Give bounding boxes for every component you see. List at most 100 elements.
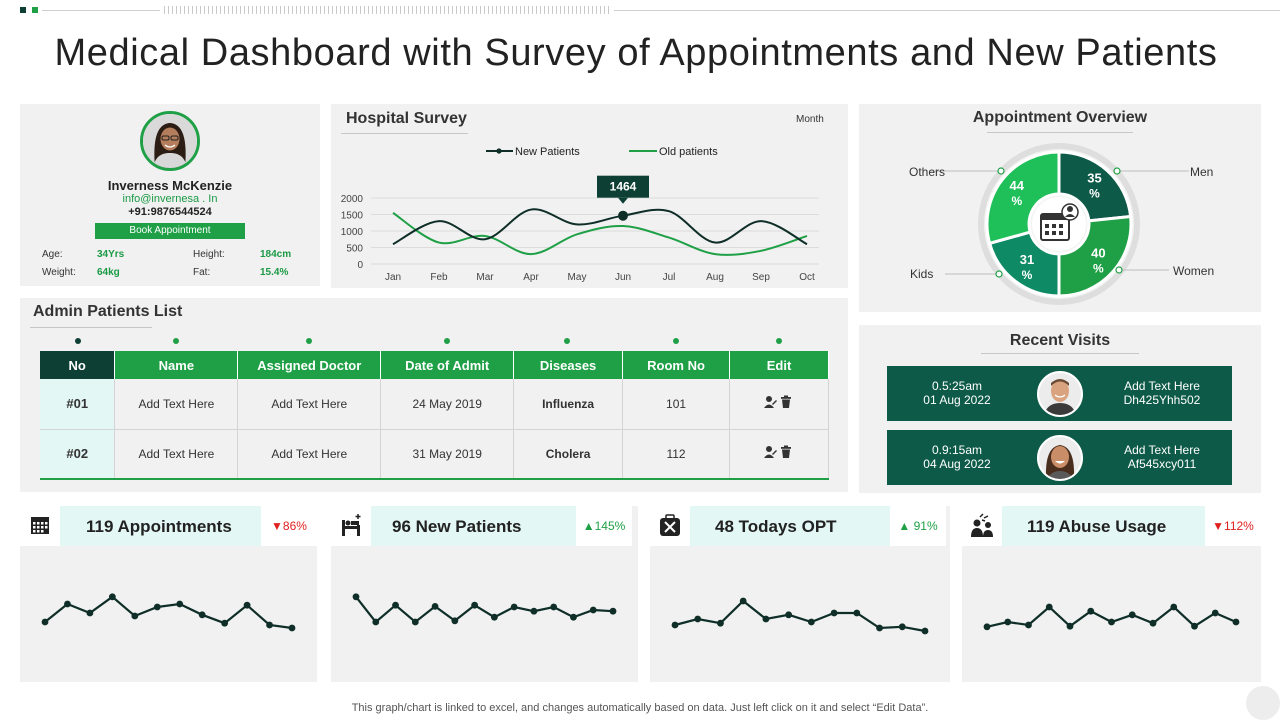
sparkline-point <box>431 603 439 610</box>
sparkline-point <box>853 609 861 617</box>
donut-slices <box>985 150 1133 298</box>
legend-new-marker <box>496 148 502 154</box>
callout-kids-dot <box>995 270 1003 278</box>
visit-date: 04 Aug 2022 <box>923 457 991 471</box>
sparkline-point <box>1232 618 1240 626</box>
cell-room: 112 <box>622 429 730 480</box>
sparkline-new-patients <box>352 593 617 626</box>
header-name[interactable]: Name <box>114 351 239 379</box>
sparkline-point <box>392 601 399 609</box>
callout-others-dot <box>997 167 1005 175</box>
sparkline-point <box>176 600 184 608</box>
sparkline-point <box>785 611 793 619</box>
delete-icon[interactable] <box>781 395 791 409</box>
annotation-tail <box>618 197 628 204</box>
down-arrow-icon: ▼ <box>271 519 283 533</box>
kpi-change-value: 112% <box>1224 519 1254 533</box>
table-row[interactable]: #01 Add Text Here Add Text Here 24 May 2… <box>40 379 829 430</box>
admin-patients-table: No Name Assigned Doctor Date of Admit Di… <box>40 351 829 480</box>
sparkline-point <box>1087 607 1095 615</box>
kpi-header <box>331 506 576 546</box>
hospital-bed-icon <box>342 514 361 536</box>
sparkline-point <box>530 607 538 615</box>
sparkline-point <box>1170 603 1178 611</box>
x-tick-label: Jan <box>385 272 401 283</box>
up-arrow-icon: ▲ <box>898 519 911 533</box>
donut-slice-men[interactable] <box>1057 150 1133 223</box>
table-header-row: No Name Assigned Doctor Date of Admit Di… <box>40 351 829 379</box>
x-tick-label: Mar <box>476 272 494 283</box>
delete-icon[interactable] <box>781 445 791 459</box>
kpi-change-value: 86% <box>282 519 307 533</box>
visit-time: 0.9:15am <box>931 443 983 457</box>
header-diseases[interactable]: Diseases <box>513 351 624 379</box>
header-doctor[interactable]: Assigned Doctor <box>237 351 382 379</box>
recent-title: Recent Visits <box>1009 332 1111 349</box>
cell-disease: Influenza <box>513 379 624 430</box>
slice-unit: % <box>1089 187 1100 201</box>
sparkline-point <box>807 618 815 626</box>
header-room[interactable]: Room No <box>622 351 730 379</box>
profile-avatar[interactable] <box>140 111 200 171</box>
donut-slice-others[interactable] <box>985 150 1061 246</box>
edit-user-icon[interactable] <box>764 446 777 459</box>
edit-user-icon[interactable] <box>764 396 777 409</box>
donut-callouts: Others Men Kids Women <box>909 165 1214 281</box>
annotation-marker[interactable] <box>618 210 628 221</box>
cell-date: 31 May 2019 <box>380 429 515 480</box>
header-no[interactable]: No <box>40 351 116 379</box>
visit-avatar <box>1037 435 1083 481</box>
profile-card: Inverness McKenzie info@invernesa . In +… <box>20 104 320 286</box>
footer-note: This graph/chart is linked to excel, and… <box>351 702 929 714</box>
marker-doctor <box>306 338 312 344</box>
top-decoration <box>0 0 1280 14</box>
column-markers <box>75 338 782 344</box>
kpi-card-todays-opt: 48 Todays OPT ▲ 91% <box>650 506 950 682</box>
header-date[interactable]: Date of Admit <box>380 351 515 379</box>
deco-square-green <box>32 7 38 13</box>
sparkline-point <box>153 603 161 611</box>
sparkline-point <box>64 600 71 608</box>
visit-card[interactable]: 0.9:15am 04 Aug 2022 Add Text Here Af545… <box>887 430 1232 485</box>
weight-label: Weight: <box>42 267 76 278</box>
legend-new-label: New Patients <box>515 146 580 158</box>
sparkline-appointments <box>41 593 296 632</box>
x-tick-label: Jun <box>615 272 631 283</box>
book-appointment-button[interactable]: Book Appointment <box>95 223 245 239</box>
visit-time-block: 0.9:15am 04 Aug 2022 <box>887 443 1027 471</box>
sparkline-point <box>589 606 597 614</box>
sparkline-point <box>876 624 883 632</box>
sparkline-point <box>1191 622 1198 630</box>
marker-room <box>673 338 679 344</box>
visit-card[interactable]: 0.5:25am 01 Aug 2022 Add Text Here Dh425… <box>887 366 1232 421</box>
sparkline-point <box>694 615 702 623</box>
header-edit[interactable]: Edit <box>729 351 829 379</box>
sparkline-point <box>671 621 679 629</box>
sparkline-point <box>1128 611 1136 619</box>
label-kids: Kids <box>910 267 933 281</box>
kpi-card-abuse-usage: 119 Abuse Usage ▼112% <box>962 506 1261 682</box>
sparkline-point <box>570 613 577 621</box>
table-row[interactable]: #02 Add Text Here Add Text Here 31 May 2… <box>40 429 829 480</box>
profile-email[interactable]: info@invernesa . In <box>122 193 218 205</box>
deco-square-dark <box>20 7 26 13</box>
donut-slice-kids[interactable] <box>987 230 1061 298</box>
kpi-header <box>962 506 1205 546</box>
sparkline-point <box>830 609 838 617</box>
marker-edit <box>776 338 782 344</box>
sparkline-point <box>41 618 49 626</box>
slice-value: 31 <box>1020 252 1034 267</box>
cell-doctor: Add Text Here <box>237 379 382 430</box>
cell-no: #01 <box>40 379 116 430</box>
visit-code: Af545xcy011 <box>1127 457 1197 471</box>
kpi-header <box>650 506 890 546</box>
donut-slice-women[interactable] <box>1057 214 1133 298</box>
admin-title: Admin Patients List <box>33 303 183 320</box>
survey-legend: New Patients Old patients <box>486 146 718 158</box>
sparkline-point <box>898 623 906 631</box>
sparkline-point <box>739 597 747 605</box>
sparkline-point <box>1025 621 1032 629</box>
annotation-box <box>597 175 649 198</box>
cell-name: Add Text Here <box>114 429 239 480</box>
survey-period: Month <box>796 114 824 125</box>
